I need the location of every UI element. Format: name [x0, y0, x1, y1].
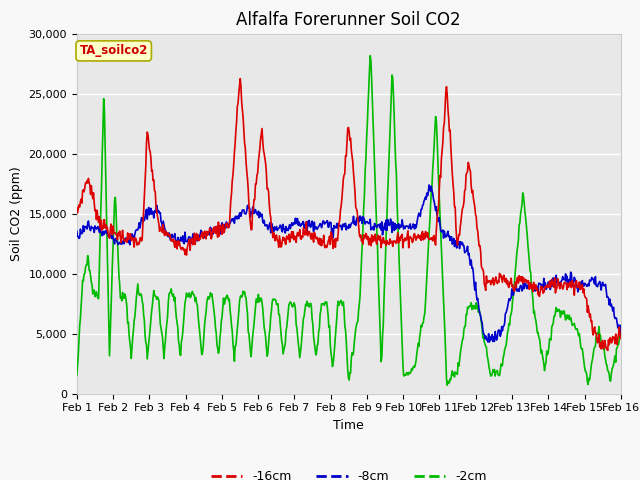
Legend: -16cm, -8cm, -2cm: -16cm, -8cm, -2cm: [205, 465, 492, 480]
Title: Alfalfa Forerunner Soil CO2: Alfalfa Forerunner Soil CO2: [237, 11, 461, 29]
X-axis label: Time: Time: [333, 419, 364, 432]
Y-axis label: Soil CO2 (ppm): Soil CO2 (ppm): [10, 166, 23, 261]
Text: TA_soilco2: TA_soilco2: [79, 44, 148, 58]
